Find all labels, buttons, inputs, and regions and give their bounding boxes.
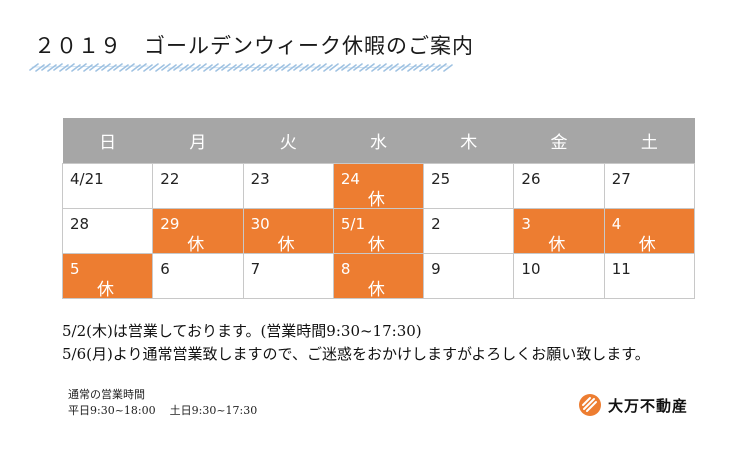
holiday-label: 休	[277, 235, 295, 255]
holiday-calendar: 日 月 火 水 木 金 土 4/21 22 23 24 休 25 26 27 28 29 休 30 休 5…	[61, 118, 696, 300]
holiday-label: 休	[367, 280, 385, 300]
business-hours: 平日9:30~18:00 土日9:30~17:30	[68, 402, 257, 418]
company-logo-icon	[579, 394, 601, 416]
day-number: 2	[431, 215, 441, 233]
page-title: ２０１９ ゴールデンウィーク休暇のご案内	[34, 34, 474, 58]
calendar-week-row: 5 休 6 7 8 休 9 10 11	[61, 253, 696, 300]
holiday-label: 休	[367, 235, 385, 255]
day-number: 9	[431, 260, 441, 278]
calendar-day: 28	[61, 208, 154, 254]
holiday-label: 休	[367, 190, 385, 210]
business-hours-title: 通常の営業時間	[68, 388, 145, 401]
day-number: 30	[250, 215, 270, 233]
weekday-hours: 平日9:30~18:00	[68, 404, 156, 417]
calendar-week-row: 4/21 22 23 24 休 25 26 27	[61, 163, 696, 210]
calendar-day: 22	[152, 163, 244, 209]
day-number: 22	[160, 170, 180, 188]
calendar-day: 2	[423, 208, 515, 254]
calendar-day: 10	[513, 253, 605, 299]
day-number: 7	[250, 260, 261, 278]
day-number: 4	[611, 215, 622, 233]
weekday-header: 月	[152, 118, 244, 164]
day-number: 24	[340, 170, 360, 188]
holiday-label: 休	[187, 235, 205, 255]
calendar-day: 25	[423, 163, 515, 209]
weekday-header: 金	[513, 118, 605, 164]
calendar-day: 11	[603, 253, 696, 299]
weekday-header: 木	[423, 118, 514, 164]
calendar-day: 4/21	[61, 163, 154, 209]
calendar-day: 9	[423, 253, 515, 299]
holiday-label: 休	[548, 235, 566, 255]
notice-line: 5/2(木)は営業しております。(営業時間9:30~17:30)	[62, 322, 422, 340]
calendar-day: 26	[513, 163, 605, 209]
company-logo: 大万不動産	[578, 393, 688, 417]
day-number: 25	[431, 170, 451, 188]
notice-text: 5/2(木)は営業しております。(営業時間9:30~17:30) 5/6(月)よ…	[62, 320, 650, 366]
calendar-day-holiday: 30 休	[242, 208, 334, 255]
weekday-header: 日	[62, 118, 153, 164]
calendar-day-holiday: 5/1 休	[332, 208, 425, 255]
day-number: 26	[521, 170, 541, 188]
day-number: 6	[160, 260, 170, 278]
calendar-day: 23	[242, 163, 334, 209]
day-number: 29	[160, 215, 180, 233]
calendar-day: 7	[242, 253, 334, 299]
calendar-day: 6	[152, 253, 244, 299]
day-number: 27	[611, 170, 631, 188]
company-name: 大万不動産	[608, 396, 689, 415]
calendar-day-holiday: 24 休	[332, 163, 425, 210]
holiday-label: 休	[638, 235, 656, 255]
day-number: 3	[521, 215, 531, 233]
day-number: 5	[70, 260, 80, 278]
calendar-day: 27	[603, 163, 696, 209]
weekday-header-row: 日 月 火 水 木 金 土	[62, 118, 695, 164]
day-number: 11	[611, 260, 631, 278]
day-number: 23	[250, 170, 270, 188]
day-number: 28	[70, 215, 90, 233]
day-number: 4/21	[70, 170, 104, 188]
weekend-hours: 土日9:30~17:30	[169, 404, 258, 417]
calendar-week-row: 28 29 休 30 休 5/1 休 2 3 休 4 休	[61, 208, 696, 255]
weekday-header: 火	[243, 118, 334, 164]
holiday-label: 休	[97, 280, 114, 300]
brush-underline-decoration	[29, 63, 453, 72]
notice-line: 5/6(月)より通常営業致しますので、ご迷惑をおかけしますがよろしくお願い致しま…	[62, 345, 650, 363]
day-number: 10	[521, 260, 541, 278]
calendar-day-holiday: 29 休	[152, 208, 244, 255]
day-number: 5/1	[340, 215, 365, 233]
weekday-header: 水	[333, 118, 424, 164]
day-number: 8	[340, 260, 351, 278]
weekday-header: 土	[604, 118, 695, 164]
